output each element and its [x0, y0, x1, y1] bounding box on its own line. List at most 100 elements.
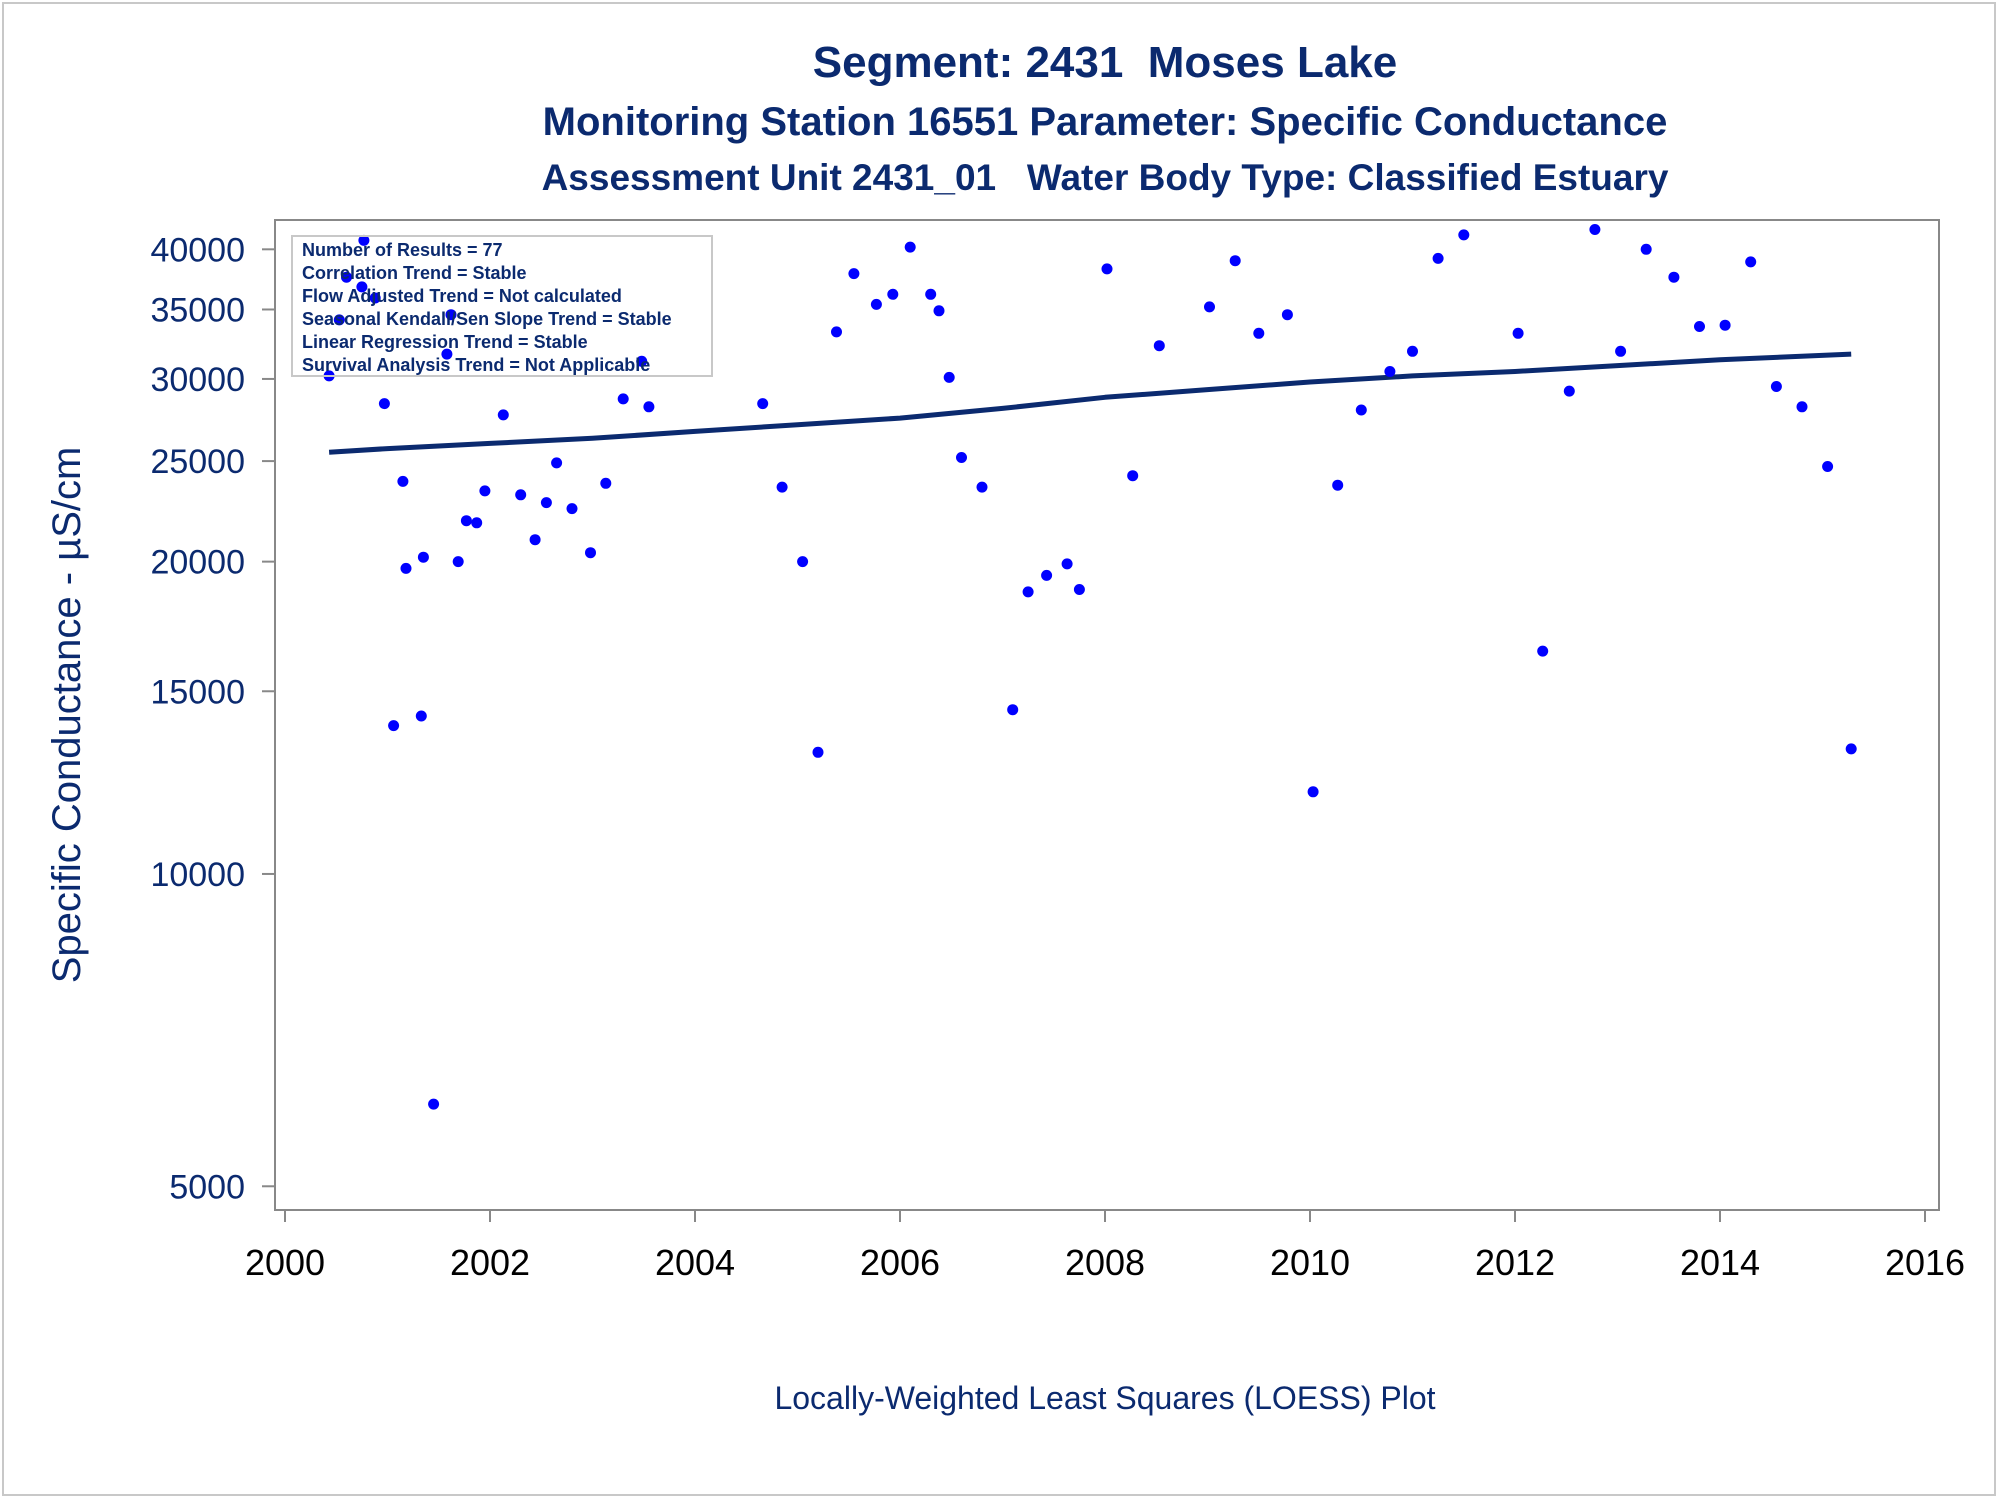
- data-point: [1307, 786, 1319, 798]
- data-point: [1061, 558, 1073, 570]
- data-point: [356, 281, 368, 293]
- y-tick-label: 30000: [150, 361, 245, 399]
- data-point: [1668, 271, 1680, 283]
- data-point: [417, 551, 429, 563]
- y-tick-label: 15000: [150, 673, 245, 711]
- data-point: [1153, 340, 1165, 352]
- data-point: [540, 497, 552, 509]
- data-point: [471, 517, 483, 529]
- x-tick-label: 2002: [450, 1242, 530, 1283]
- data-point: [1355, 404, 1367, 416]
- data-point: [1563, 385, 1575, 397]
- data-point: [441, 348, 453, 360]
- data-point: [812, 746, 824, 758]
- y-axis: 5000 10000 15000 20000 25000 30000 35000 40000: [150, 231, 275, 1206]
- data-point: [636, 355, 648, 367]
- y-tick-label: 10000: [150, 856, 245, 894]
- data-point: [397, 475, 409, 487]
- data-point: [1022, 586, 1034, 598]
- data-point: [1007, 704, 1019, 716]
- data-point: [1589, 224, 1601, 235]
- data-point: [1281, 309, 1293, 321]
- data-point: [1694, 321, 1705, 332]
- x-tick-label: 2004: [655, 1242, 735, 1283]
- data-point: [445, 309, 457, 321]
- data-point: [1101, 263, 1113, 275]
- stats-box-line: Survival Analysis Trend = Not Applicable: [302, 355, 650, 375]
- data-point: [831, 326, 842, 338]
- data-points-layer: [323, 224, 1857, 1110]
- data-point: [1796, 401, 1808, 413]
- data-point: [341, 271, 352, 283]
- data-point: [1537, 645, 1549, 657]
- data-point: [388, 720, 400, 732]
- data-point: [1822, 461, 1834, 472]
- loess-line: [328, 351, 1852, 455]
- data-point: [1845, 743, 1857, 755]
- data-point: [848, 268, 860, 280]
- stats-box-line: Correlation Trend = Stable: [302, 263, 527, 283]
- data-point: [1719, 319, 1731, 331]
- y-tick-label: 35000: [150, 291, 245, 329]
- x-axis: 2000 2002 2004 2006 2008 2010 2012 2014 2016: [245, 1209, 1965, 1283]
- data-point: [1512, 327, 1524, 339]
- data-point: [1229, 255, 1241, 267]
- loess-line-layer: [328, 351, 1852, 455]
- x-tick-label: 2012: [1475, 1242, 1555, 1283]
- data-point: [585, 547, 596, 559]
- y-tick-label: 20000: [150, 544, 245, 582]
- data-point: [976, 481, 988, 493]
- data-point: [1770, 381, 1782, 392]
- loess-footnote: Locally-Weighted Least Squares (LOESS) P…: [774, 1380, 1436, 1416]
- x-tick-label: 2000: [245, 1242, 325, 1283]
- data-point: [378, 398, 390, 410]
- stats-box-line: Flow Adjusted Trend = Not calculated: [302, 286, 622, 306]
- data-point: [617, 393, 629, 405]
- data-point: [904, 241, 916, 253]
- data-point: [497, 409, 509, 421]
- data-point: [1253, 327, 1265, 339]
- chart-subtitle-station: Monitoring Station 16551 Parameter: Spec…: [542, 100, 1668, 144]
- stats-box-line: Linear Regression Trend = Stable: [302, 332, 588, 352]
- data-point: [1332, 479, 1344, 491]
- data-point: [925, 288, 937, 300]
- x-tick-label: 2016: [1885, 1242, 1965, 1283]
- chart-title: Segment: 2431 Moses Lake: [812, 38, 1398, 87]
- data-point: [1073, 584, 1085, 595]
- data-point: [1384, 366, 1396, 377]
- x-tick-label: 2014: [1680, 1242, 1760, 1283]
- stats-box-line: Number of Results = 77: [302, 240, 503, 260]
- y-tick-label: 5000: [169, 1168, 245, 1206]
- data-point: [358, 234, 370, 246]
- data-point: [479, 485, 491, 497]
- data-point: [1615, 345, 1627, 357]
- data-point: [1458, 229, 1470, 241]
- x-tick-label: 2006: [860, 1242, 940, 1283]
- data-point: [943, 371, 955, 383]
- data-point: [529, 534, 541, 546]
- x-tick-label: 2008: [1065, 1242, 1145, 1283]
- data-point: [1640, 243, 1652, 255]
- data-point: [757, 398, 769, 410]
- x-tick-label: 2010: [1270, 1242, 1350, 1283]
- data-point: [551, 457, 563, 469]
- data-point: [428, 1098, 440, 1110]
- stats-box-border: [291, 235, 713, 377]
- stats-box: Number of Results = 77 Correlation Trend …: [291, 235, 713, 377]
- data-point: [797, 556, 809, 568]
- stats-box-line: Seasonal Kendall/Sen Slope Trend = Stabl…: [302, 309, 672, 329]
- y-tick-label: 25000: [150, 443, 245, 481]
- data-point: [1432, 252, 1444, 264]
- data-point: [870, 298, 882, 310]
- data-point: [643, 401, 655, 413]
- data-point: [333, 314, 345, 326]
- data-point: [460, 515, 472, 527]
- data-point: [566, 503, 578, 515]
- y-axis-label: Specific Conductance - µS/cm: [45, 447, 89, 984]
- data-point: [933, 305, 945, 317]
- data-point: [1745, 256, 1757, 268]
- data-point: [369, 292, 381, 304]
- data-point: [1204, 301, 1215, 313]
